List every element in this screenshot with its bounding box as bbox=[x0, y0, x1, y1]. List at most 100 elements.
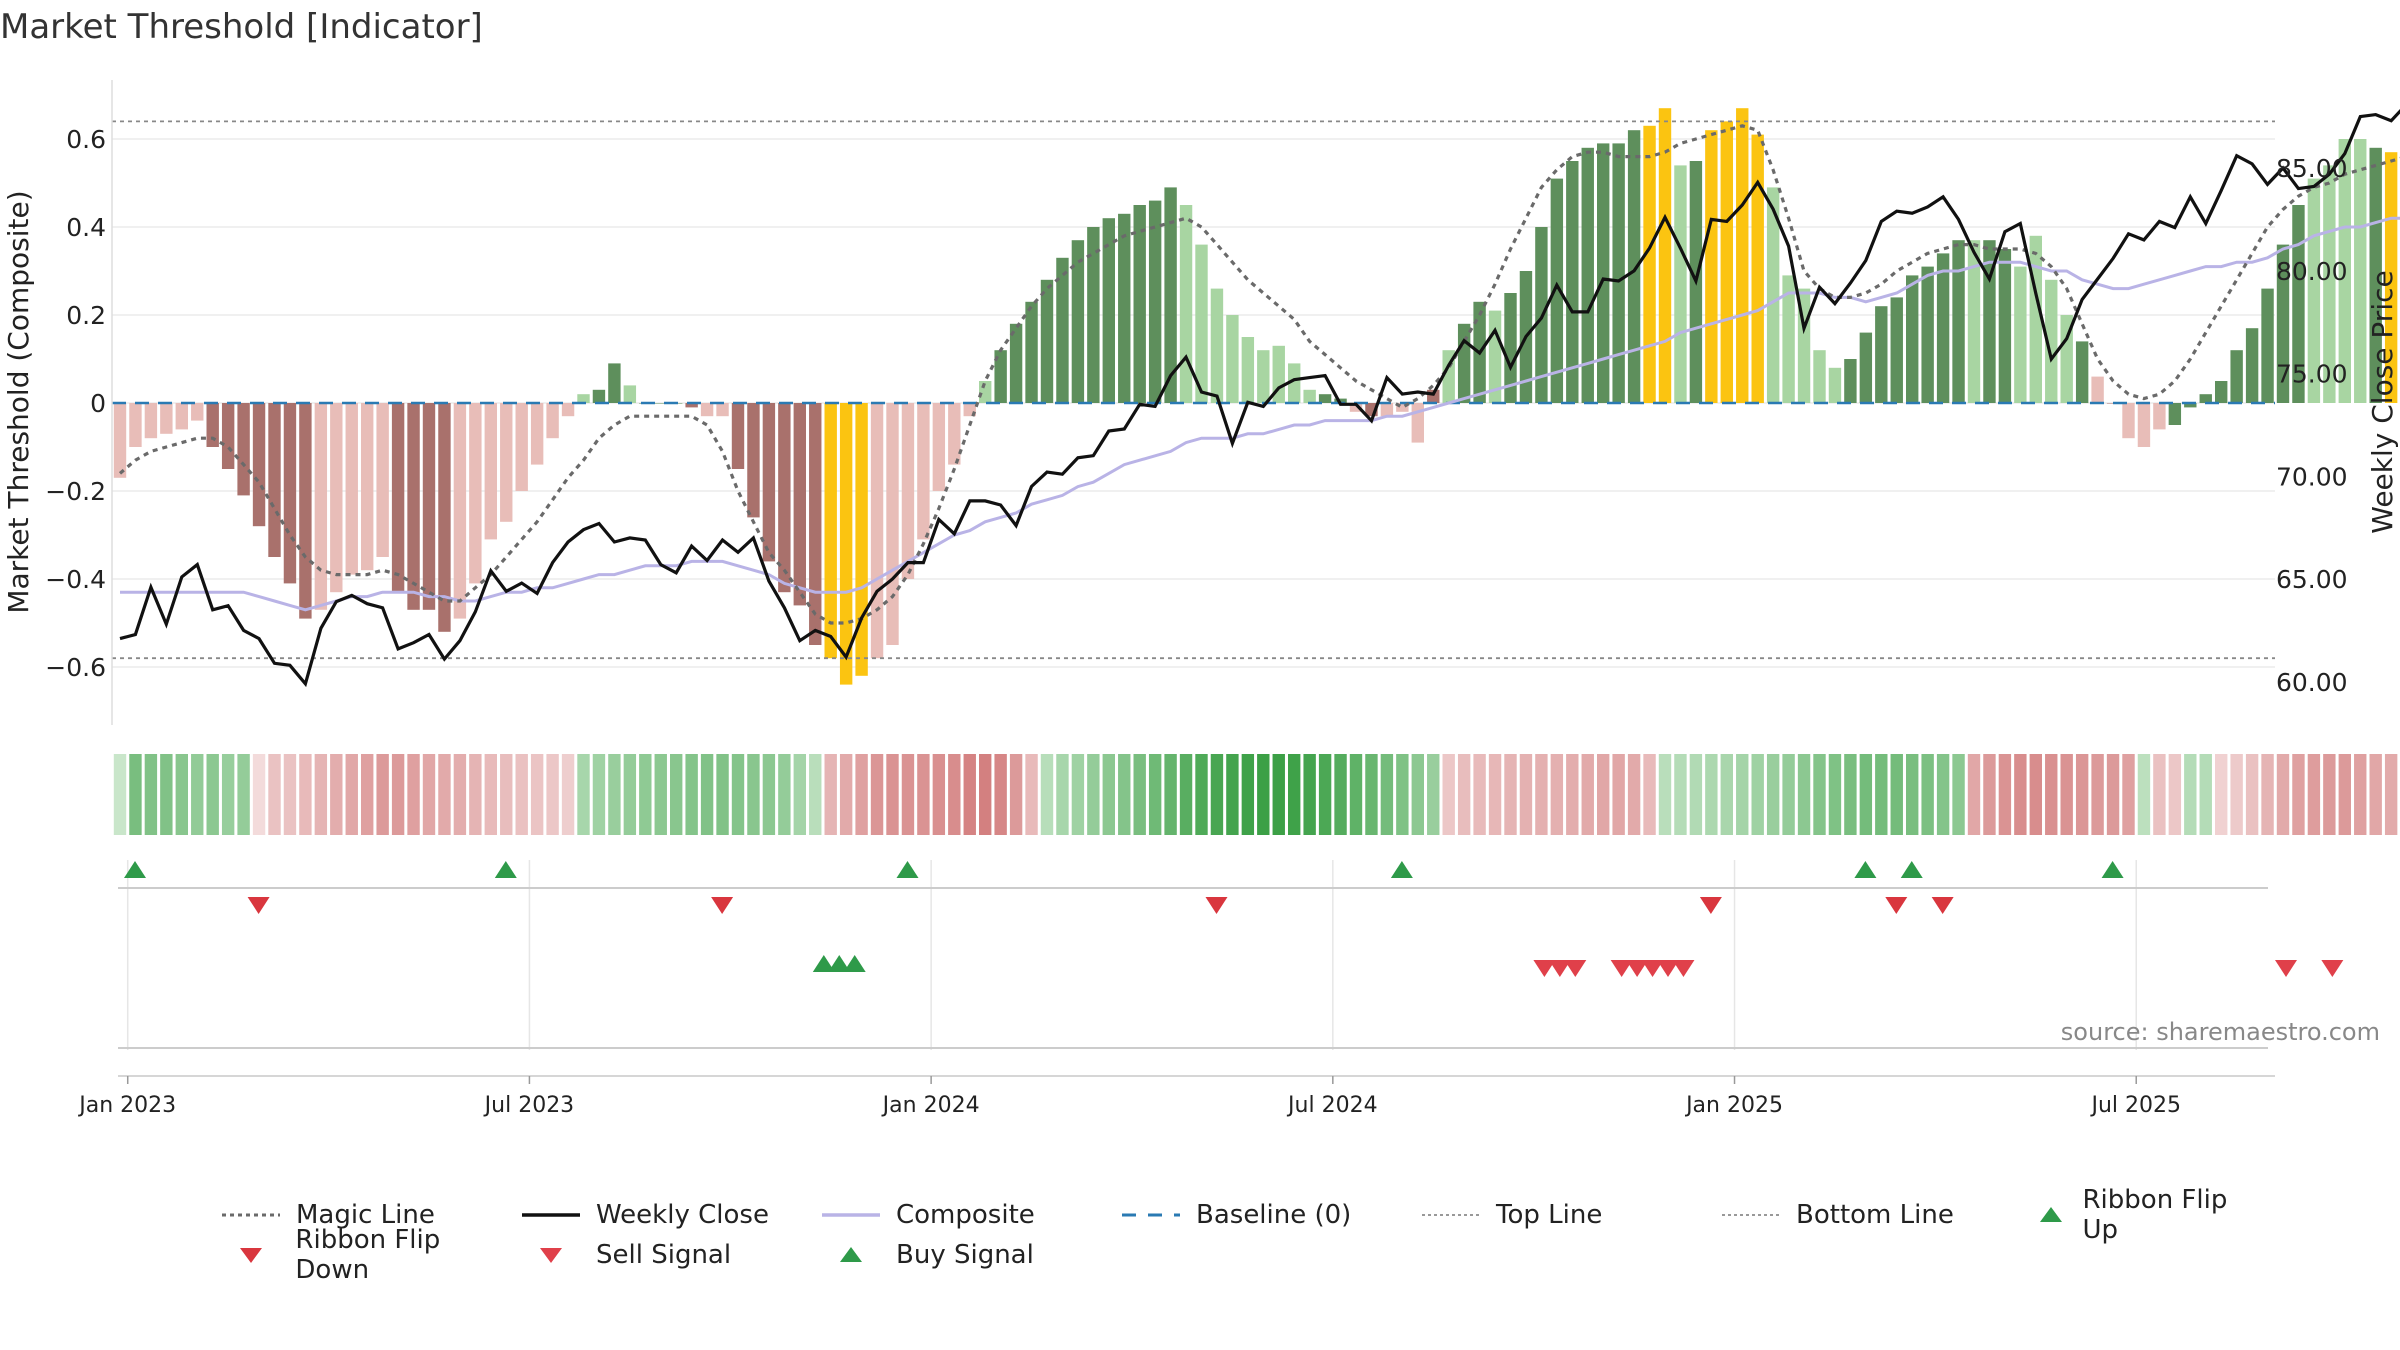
composite-bar bbox=[1674, 165, 1687, 403]
ribbon-cell bbox=[515, 754, 528, 835]
legend-label: Ribbon Flip Down bbox=[295, 1225, 441, 1285]
composite-bar bbox=[1967, 240, 1981, 403]
y2-tick-label: 75.00 bbox=[2276, 360, 2348, 389]
composite-bar bbox=[870, 403, 884, 659]
ribbon-cell bbox=[886, 754, 899, 835]
ribbon-cell bbox=[407, 754, 420, 835]
composite-bar bbox=[221, 403, 235, 469]
ribbon-cell bbox=[1519, 754, 1533, 835]
composite-bar bbox=[1813, 350, 1826, 403]
composite-bar bbox=[1658, 108, 1672, 403]
composite-bar bbox=[144, 403, 158, 439]
composite-bar bbox=[2153, 403, 2166, 430]
legend-item: Sell Signal bbox=[520, 1240, 820, 1270]
ribbon-cell bbox=[793, 754, 806, 835]
source-label: source: sharemaestro.com bbox=[2061, 1018, 2380, 1046]
composite-bar bbox=[469, 403, 482, 584]
legend-label: Bottom Line bbox=[1796, 1200, 1954, 1230]
ribbon-cell bbox=[1411, 754, 1424, 835]
composite-bar bbox=[1257, 350, 1270, 403]
dotted-line-icon bbox=[222, 1213, 280, 1217]
ribbon-cell bbox=[160, 754, 173, 835]
ribbon-cell bbox=[1983, 754, 1996, 835]
ribbon-cell bbox=[2199, 754, 2212, 835]
ribbon-cell bbox=[453, 754, 467, 835]
ribbon-cell bbox=[979, 754, 992, 835]
ribbon-cell bbox=[1318, 754, 1332, 835]
ribbon-cell bbox=[2323, 754, 2336, 835]
ribbon-cell bbox=[1164, 754, 1177, 835]
legend-item: Bottom Line bbox=[1720, 1200, 2020, 1230]
ribbon-cell bbox=[1813, 754, 1826, 835]
ribbon-cell bbox=[1566, 754, 1579, 835]
ribbon-cell bbox=[129, 754, 142, 835]
composite-bar bbox=[500, 403, 513, 522]
sell-signal-marker bbox=[1672, 960, 1695, 977]
composite-bar bbox=[1782, 275, 1795, 403]
ribbon-cell bbox=[1597, 754, 1610, 835]
composite-bar bbox=[1766, 187, 1780, 403]
composite-bar bbox=[2168, 403, 2182, 425]
ribbon-flip-up-marker bbox=[1854, 861, 1877, 878]
legend-label: Sell Signal bbox=[596, 1240, 732, 1270]
legend-item: Magic Line bbox=[220, 1200, 520, 1230]
legend-label: Ribbon Flip Up bbox=[2082, 1185, 2228, 1245]
solid-line-icon bbox=[522, 1213, 580, 1217]
sell-signal-marker bbox=[1564, 960, 1587, 977]
composite-bar bbox=[2215, 381, 2228, 403]
composite-bar bbox=[917, 403, 930, 540]
ribbon-cell bbox=[778, 754, 791, 835]
composite-bar bbox=[1056, 257, 1069, 403]
composite-bar bbox=[1226, 315, 1239, 403]
ribbon-cell bbox=[1720, 754, 1733, 835]
ribbon-cell bbox=[500, 754, 513, 835]
y-tick-label: 0.2 bbox=[66, 301, 106, 330]
composite-bar bbox=[1288, 363, 1301, 403]
ribbon-cell bbox=[716, 754, 729, 835]
composite-bar bbox=[1334, 398, 1347, 403]
ribbon-cell bbox=[1365, 754, 1378, 835]
composite-bar bbox=[376, 403, 389, 557]
ribbon-cell bbox=[376, 754, 389, 835]
composite-bar bbox=[113, 403, 127, 478]
chart-legend: Magic Line Weekly Close Composite Baseline … bbox=[220, 1185, 2330, 1285]
composite-bar bbox=[1009, 323, 1023, 403]
composite-bar bbox=[1720, 121, 1733, 404]
composite-bar bbox=[2230, 350, 2243, 403]
y2-tick-label: 85.00 bbox=[2276, 154, 2348, 183]
composite-bar bbox=[2184, 403, 2197, 408]
buy-signal-marker bbox=[843, 955, 866, 972]
ribbon-cell bbox=[1195, 754, 1208, 835]
composite-bar bbox=[1504, 293, 1517, 403]
ribbon-cell bbox=[330, 754, 343, 835]
solid-line-icon bbox=[822, 1213, 880, 1217]
composite-bar bbox=[2075, 341, 2089, 403]
composite-bar bbox=[778, 403, 791, 593]
ribbon-cell bbox=[2137, 754, 2151, 835]
composite-bar bbox=[1102, 218, 1115, 403]
ribbon-cell bbox=[917, 754, 930, 835]
ribbon-flip-up-marker bbox=[896, 861, 919, 878]
composite-bar bbox=[2369, 147, 2382, 403]
composite-bar bbox=[2323, 165, 2336, 403]
ribbon-cell bbox=[1056, 754, 1069, 835]
ribbon-cell bbox=[700, 754, 714, 835]
composite-bar bbox=[2261, 288, 2274, 403]
ribbon-cell bbox=[963, 754, 976, 835]
ribbon-cell bbox=[299, 754, 312, 835]
ribbon-flip-up-marker bbox=[1390, 861, 1413, 878]
composite-bar bbox=[345, 403, 358, 575]
ribbon-cell bbox=[1627, 754, 1641, 835]
ribbon-cell bbox=[2261, 754, 2274, 835]
ribbon-cell bbox=[2245, 754, 2259, 835]
ribbon-cell bbox=[1952, 754, 1965, 835]
ribbon-cell bbox=[1689, 754, 1703, 835]
ribbon-cell bbox=[809, 754, 822, 835]
ribbon-cell bbox=[484, 754, 497, 835]
composite-bar bbox=[1844, 359, 1857, 403]
ribbon-flip-down-marker bbox=[1931, 897, 1954, 914]
composite-bar bbox=[160, 403, 173, 434]
ribbon-cell bbox=[1396, 754, 1409, 835]
ribbon-cell bbox=[2014, 754, 2027, 835]
